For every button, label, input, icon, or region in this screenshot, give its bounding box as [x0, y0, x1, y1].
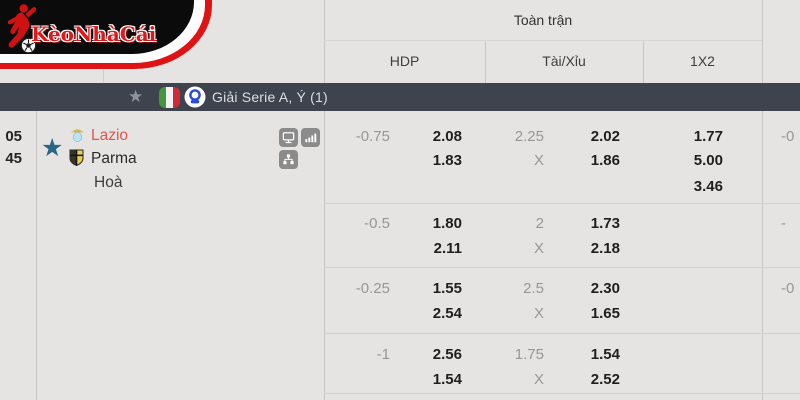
- hdp-handicap: -1: [376, 346, 390, 363]
- tv-icon: [282, 132, 295, 144]
- column-group-full-match: Toàn trận: [513, 12, 573, 28]
- partial-next-col: -0: [781, 128, 795, 145]
- hdp-handicap: -0.25: [355, 280, 390, 297]
- match-time-line1: 05: [5, 128, 22, 145]
- divider-time-col: [36, 111, 37, 400]
- divider-odds-right: [762, 0, 763, 400]
- hdp-home-odds[interactable]: 1.80: [432, 215, 462, 232]
- hdp-away-odds[interactable]: 1.54: [432, 371, 462, 388]
- ou-goal-line: 2.5: [523, 280, 544, 297]
- column-header-over-under: Tài/Xỉu: [542, 53, 586, 69]
- hdp-handicap: -0.5: [364, 215, 390, 232]
- ou-x-label: X: [533, 152, 544, 169]
- stats-button[interactable]: [301, 128, 320, 147]
- soccer-ball-icon: [20, 37, 37, 54]
- divider-ou-1x2: [643, 40, 644, 83]
- 1x2-draw-odds[interactable]: 3.46: [693, 178, 723, 195]
- ou-x-label: X: [533, 240, 544, 257]
- home-team-name[interactable]: Lazio: [91, 127, 129, 144]
- hdp-home-odds[interactable]: 1.55: [432, 280, 462, 297]
- partial-next-col: -: [781, 215, 786, 232]
- divider-header-left: [103, 62, 104, 83]
- ou-over-odds[interactable]: 2.30: [590, 280, 620, 297]
- column-header-hdp: HDP: [389, 53, 420, 69]
- away-team-name[interactable]: Parma: [91, 150, 137, 167]
- favorite-star-icon[interactable]: ★: [41, 134, 64, 162]
- ou-under-odds[interactable]: 1.86: [590, 152, 620, 169]
- 1x2-home-odds[interactable]: 1.77: [693, 128, 723, 145]
- divider-header-row: [324, 40, 762, 41]
- parma-crest-icon: [69, 149, 84, 166]
- match-time-line2: 45: [5, 150, 22, 167]
- partial-next-col: -0: [781, 280, 795, 297]
- draw-result-label: Hoà: [94, 174, 123, 191]
- ou-goal-line: 2: [535, 215, 544, 232]
- league-name: Giải Serie A, Ý (1): [212, 89, 328, 105]
- ou-over-odds[interactable]: 1.73: [590, 215, 620, 232]
- hdp-home-odds[interactable]: 2.56: [432, 346, 462, 363]
- ou-x-label: X: [533, 305, 544, 322]
- hdp-away-odds[interactable]: 2.11: [433, 240, 462, 257]
- ou-x-label: X: [533, 371, 544, 388]
- lazio-crest-icon: [71, 129, 84, 142]
- hdp-away-odds[interactable]: 1.83: [432, 152, 462, 169]
- row-separator-2: [324, 267, 800, 268]
- ou-under-odds[interactable]: 2.18: [590, 240, 620, 257]
- live-tv-button[interactable]: [279, 128, 298, 147]
- serie-a-badge-icon: [184, 86, 206, 108]
- lineup-button[interactable]: [279, 150, 298, 169]
- lineup-sitemap-icon: [283, 154, 294, 165]
- ou-goal-line: 1.75: [514, 346, 544, 363]
- stats-bars-icon: [305, 133, 317, 143]
- ou-over-odds[interactable]: 2.02: [590, 128, 620, 145]
- brand-logo-text: KèoNhàCái: [31, 22, 157, 46]
- italy-flag-icon: [159, 87, 180, 108]
- league-header-bar[interactable]: ★ Giải Serie A, Ý (1): [0, 83, 800, 111]
- hdp-away-odds[interactable]: 2.54: [432, 305, 462, 322]
- ou-under-odds[interactable]: 2.52: [590, 371, 620, 388]
- 1x2-away-odds[interactable]: 5.00: [693, 152, 723, 169]
- row-separator-4: [324, 393, 800, 394]
- divider-hdp-ou: [485, 40, 486, 83]
- ou-under-odds[interactable]: 1.65: [590, 305, 620, 322]
- ou-goal-line: 2.25: [514, 128, 544, 145]
- league-star-icon[interactable]: ★: [128, 87, 144, 106]
- row-separator-1: [324, 203, 800, 204]
- hdp-handicap: -0.75: [355, 128, 390, 145]
- logo-panel[interactable]: KèoNhàCái: [0, 0, 194, 54]
- ou-over-odds[interactable]: 1.54: [590, 346, 620, 363]
- divider-odds-left: [324, 0, 325, 400]
- column-header-1x2: 1X2: [690, 53, 715, 69]
- soccer-player-icon: [7, 4, 37, 48]
- row-separator-3: [324, 333, 800, 334]
- hdp-home-odds[interactable]: 2.08: [432, 128, 462, 145]
